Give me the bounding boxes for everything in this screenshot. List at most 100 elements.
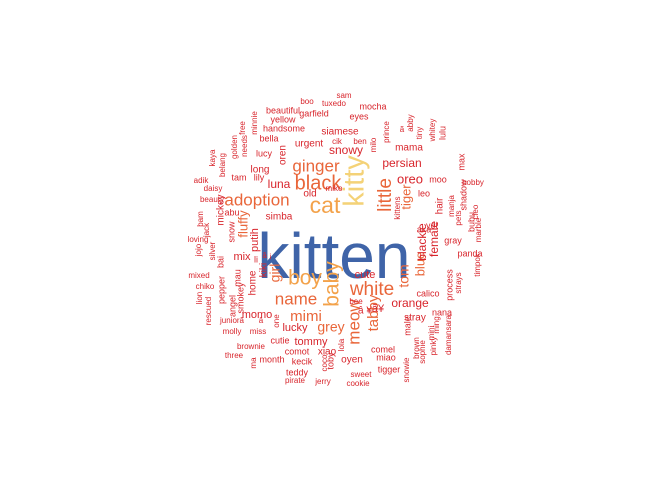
word-pirate: pirate <box>285 376 306 385</box>
word-urgent: urgent <box>295 139 324 150</box>
word-glyph-146: â <box>259 316 264 325</box>
word-prince: prince <box>382 121 391 143</box>
word-blackie: blackie <box>415 223 429 261</box>
word-damansara: damansara <box>444 314 453 355</box>
word-boo: boo <box>300 97 314 106</box>
word-long: long <box>251 165 270 176</box>
word-pets: pets <box>454 210 463 225</box>
word-aka: aka <box>417 224 432 234</box>
word-moo: moo <box>429 174 447 184</box>
word-snowy: snowy <box>329 143 363 157</box>
word-boy: boy <box>288 267 322 290</box>
word-nana: nana <box>432 307 452 317</box>
word-marble: marble <box>474 217 483 242</box>
word-persian: persian <box>382 156 421 170</box>
word-lulu: lulu <box>437 126 447 140</box>
word-glyph-149: ã <box>400 125 405 134</box>
word-one: one <box>272 314 281 328</box>
word-kiki: kiki <box>259 263 270 277</box>
word-mini: mini <box>427 325 436 340</box>
word-glyph-150: â ¡ <box>262 251 271 260</box>
word-kitty: kitty <box>339 155 371 207</box>
word-eyes: eyes <box>349 111 369 121</box>
word-tuxedo: tuxedo <box>322 99 347 108</box>
word-teddy: teddy <box>286 367 309 377</box>
word-lion: lion <box>195 292 204 304</box>
word-miko: miko <box>326 184 343 193</box>
word-golden: golden <box>230 135 239 159</box>
word-tabby: tabby <box>365 294 382 331</box>
word-hair: hair <box>435 197 446 214</box>
word-bubu: bubu <box>466 212 476 232</box>
word-lola: lola <box>337 338 346 351</box>
word-bee: bee <box>349 297 363 306</box>
word-oyen: oyen <box>341 355 363 366</box>
word-yellow: yellow <box>270 114 296 124</box>
word-jojo: jojo <box>194 243 203 257</box>
word-jack: jack <box>202 222 211 238</box>
word-miss: miss <box>250 327 266 336</box>
word-handsome: handsome <box>263 123 305 133</box>
word-garfield: garfield <box>299 108 329 118</box>
word-orange: orange <box>391 296 429 310</box>
word-name: name <box>275 289 318 308</box>
word-black: black <box>295 172 343 194</box>
word-beauty: beauty <box>200 195 224 204</box>
word-oren: oren <box>278 145 289 165</box>
word-glyph-147: ã¥ <box>372 303 385 315</box>
word-tom: tom <box>396 264 412 287</box>
word-angel: angel <box>227 295 237 317</box>
word-cookie: cookie <box>346 379 370 388</box>
word-glyph-148: â ¥ <box>358 306 372 317</box>
word-mix: mix <box>233 251 251 263</box>
word-snow: snow <box>226 221 236 243</box>
word-simba: simba <box>266 212 293 223</box>
word-leo: leo <box>418 188 430 198</box>
word-lucy: lucy <box>256 148 273 158</box>
word-ma: ma <box>249 357 258 369</box>
word-ben: ben <box>353 137 366 146</box>
word-baby: baby <box>321 261 344 307</box>
word-rescued: rescued <box>204 297 213 325</box>
word-process: process <box>444 269 454 301</box>
word-jerry: jerry <box>314 377 331 386</box>
word-molly: molly <box>223 327 242 336</box>
word-tommy: tommy <box>295 336 329 348</box>
word-old: old <box>303 189 316 200</box>
word-panda: panda <box>457 248 482 258</box>
word-mixed: mixed <box>188 271 209 280</box>
word-max: max <box>456 153 466 171</box>
word-manja: manja <box>447 195 456 217</box>
word-adik: adik <box>194 176 210 185</box>
word-tiny: tiny <box>415 127 424 139</box>
word-timpok: timpok <box>473 252 482 277</box>
word-minnie: minnie <box>250 111 259 135</box>
word-comel: comel <box>371 344 395 354</box>
word-sophie: sophie <box>418 340 427 364</box>
word-male: male <box>402 316 412 336</box>
word-pinky: pinky <box>429 337 438 356</box>
word-belang: belang <box>218 153 227 177</box>
word-stray: stray <box>404 313 426 324</box>
word-cute: cute <box>355 269 376 281</box>
word-mama: mama <box>395 143 423 154</box>
word-loving: loving <box>188 235 209 244</box>
word-siamese: siamese <box>321 127 359 138</box>
word-adoption: adoption <box>224 190 289 209</box>
word-cat: cat <box>310 192 341 218</box>
word-gray: gray <box>444 235 462 245</box>
word-beautiful: beautiful <box>266 105 300 115</box>
word-junior: juniorâ <box>219 316 245 325</box>
word-mocha: mocha <box>359 101 386 111</box>
word-mimi: mimi <box>290 308 322 325</box>
word-xiao: xiao <box>318 347 337 358</box>
word-home: home <box>248 270 259 295</box>
word-abby: abby <box>406 114 415 131</box>
word-kaya: kaya <box>208 149 217 166</box>
word-luna: luna <box>268 177 291 191</box>
word-pepper: pepper <box>216 276 226 304</box>
word-brown: brown <box>412 337 421 359</box>
word-white: white <box>349 279 394 300</box>
word-calico: calico <box>416 288 439 298</box>
